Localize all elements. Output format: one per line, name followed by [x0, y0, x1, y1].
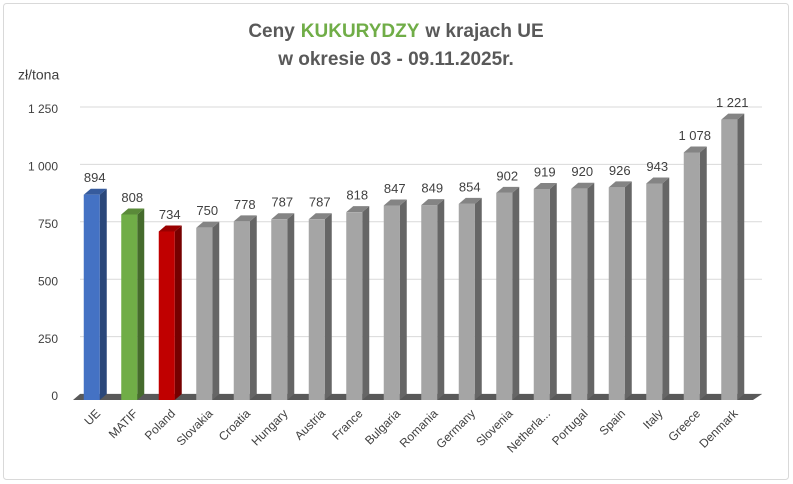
value-label: 787 [271, 195, 293, 210]
bar [496, 192, 513, 400]
bar-top [308, 213, 332, 220]
bar-side [587, 182, 595, 400]
y-tick-label: 750 [38, 217, 58, 231]
value-label: 849 [421, 181, 443, 196]
value-label: 943 [646, 159, 668, 174]
bar-side [287, 213, 295, 400]
y-tick-label: 1 000 [28, 160, 58, 174]
bar-side [99, 188, 107, 400]
y-tick-label: 250 [38, 332, 58, 346]
bar [83, 194, 100, 400]
bar-top [496, 186, 520, 193]
bar-side [549, 182, 557, 400]
bar-side [437, 199, 445, 400]
bar [683, 152, 700, 400]
bar [233, 221, 250, 400]
value-label: 734 [159, 207, 181, 222]
bar-top [158, 225, 182, 232]
bar-side [137, 208, 145, 400]
value-label: 902 [496, 168, 518, 183]
bar-top [383, 199, 407, 206]
bar [608, 187, 625, 400]
bar-side [249, 215, 257, 400]
bar-side [174, 225, 182, 400]
bar-top [458, 197, 482, 204]
bar [383, 205, 400, 400]
bar-top [233, 215, 257, 222]
bar-side [624, 181, 632, 400]
y-tick-label: 500 [38, 274, 58, 288]
bar-side [662, 177, 670, 400]
title-highlight: KUKURYDZY [301, 21, 420, 42]
y-tick-label: 0 [51, 389, 58, 403]
value-label: 808 [121, 190, 143, 205]
value-label: 919 [534, 164, 556, 179]
bar [121, 214, 138, 400]
bar-top [83, 188, 107, 195]
bar [721, 119, 738, 401]
value-label: 926 [609, 163, 631, 178]
y-axis-label: zł/tona [18, 67, 59, 83]
bar [533, 188, 550, 400]
title-part: Ceny [248, 21, 295, 42]
chart-subtitle: w okresie 03 - 09.11.2025r. [277, 49, 514, 70]
value-label: 894 [84, 170, 106, 185]
bar [308, 219, 325, 400]
value-label: 847 [384, 181, 406, 196]
bar-top [346, 206, 370, 213]
bar-top [196, 221, 220, 228]
value-label: 1 221 [716, 95, 749, 110]
bar-top [571, 182, 595, 189]
bar [196, 227, 213, 400]
bar-side [362, 206, 370, 400]
bar-side [474, 197, 482, 400]
value-label: 920 [571, 164, 593, 179]
value-label: 787 [309, 195, 331, 210]
bar [346, 212, 363, 400]
bar-top [271, 213, 295, 220]
bar-side [399, 199, 407, 400]
y-tick-label: 1 250 [28, 102, 58, 116]
bar [571, 188, 588, 400]
bar-side [324, 213, 332, 400]
bar-top [533, 182, 557, 189]
bar-top [421, 199, 445, 206]
value-label: 854 [459, 179, 481, 194]
value-label: 818 [346, 188, 368, 203]
bar [158, 231, 175, 400]
bar [646, 183, 663, 400]
bar-side [737, 113, 745, 401]
bar [458, 203, 475, 400]
value-label: 1 078 [678, 128, 711, 143]
bar-top [721, 113, 745, 120]
bar-side [512, 186, 520, 400]
title-part: w krajach UE [424, 21, 543, 42]
chart-title: Ceny KUKURYDZY w krajach UE [248, 21, 543, 42]
bar [271, 219, 288, 400]
bar [421, 205, 438, 400]
value-label: 778 [234, 197, 256, 212]
bar-top [608, 181, 632, 188]
bar-side [699, 146, 707, 400]
bar-top [683, 146, 707, 153]
bar-side [212, 221, 220, 400]
bar-top [121, 208, 145, 215]
bar-top [646, 177, 670, 184]
value-label: 750 [196, 203, 218, 218]
